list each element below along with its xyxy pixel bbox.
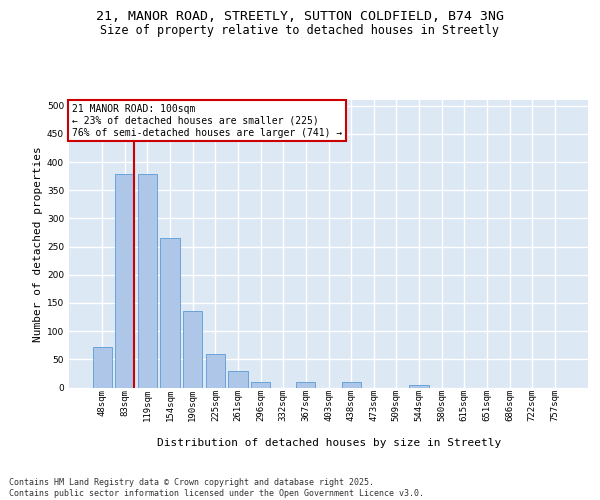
Text: 21, MANOR ROAD, STREETLY, SUTTON COLDFIELD, B74 3NG: 21, MANOR ROAD, STREETLY, SUTTON COLDFIE…: [96, 10, 504, 23]
Text: Contains HM Land Registry data © Crown copyright and database right 2025.
Contai: Contains HM Land Registry data © Crown c…: [9, 478, 424, 498]
Bar: [115, 174, 134, 388]
Bar: [183, 312, 202, 388]
Bar: [251, 382, 270, 388]
Bar: [206, 354, 225, 388]
Bar: [341, 382, 361, 388]
Bar: [296, 382, 316, 388]
Text: Size of property relative to detached houses in Streetly: Size of property relative to detached ho…: [101, 24, 499, 37]
Bar: [92, 347, 112, 388]
Bar: [160, 238, 180, 388]
Bar: [229, 370, 248, 388]
Y-axis label: Number of detached properties: Number of detached properties: [33, 146, 43, 342]
Bar: [138, 174, 157, 388]
Text: Distribution of detached houses by size in Streetly: Distribution of detached houses by size …: [157, 438, 501, 448]
Text: 21 MANOR ROAD: 100sqm
← 23% of detached houses are smaller (225)
76% of semi-det: 21 MANOR ROAD: 100sqm ← 23% of detached …: [71, 104, 342, 138]
Bar: [409, 385, 428, 388]
